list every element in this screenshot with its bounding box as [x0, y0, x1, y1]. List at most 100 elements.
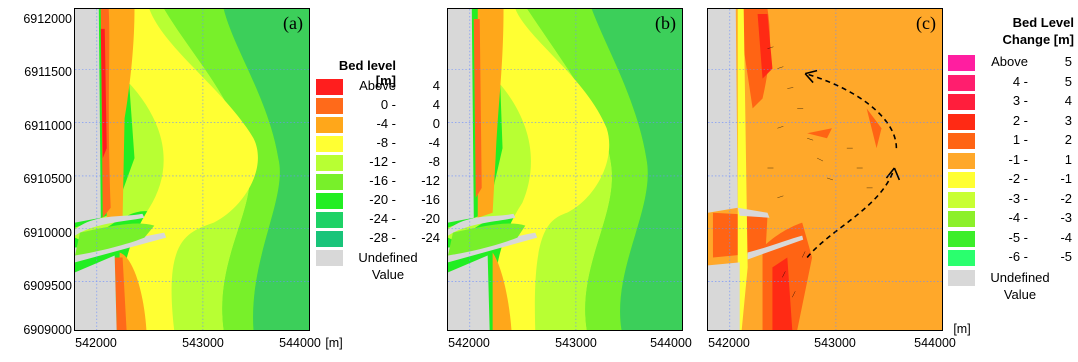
legend-swatch	[948, 250, 975, 266]
legend-row: 3 - 4	[948, 93, 1078, 111]
legend-swatch	[316, 193, 343, 209]
legend-range-low: -5 -	[1008, 229, 1029, 245]
legend-range-high: 3	[1064, 112, 1072, 128]
panel-label-c: (c)	[916, 13, 936, 33]
legend-row: -3 - -2	[948, 191, 1078, 209]
legend-range-high: -16	[421, 192, 440, 207]
legend-range-high: 0	[432, 116, 440, 131]
legend-range-low: Above	[359, 78, 396, 93]
legend-range-low: -8 -	[376, 135, 397, 150]
legend-row: -24 - -20	[316, 211, 456, 229]
legend-range-high: -3	[1060, 210, 1072, 225]
legend-swatch	[948, 152, 975, 169]
legend-row: -4 - 0	[316, 116, 456, 134]
y-tick-label: 6912000	[23, 12, 72, 26]
legend-swatch	[316, 231, 343, 247]
legend-row: -5 - -4	[948, 230, 1078, 248]
legend-row: Above 5	[948, 54, 1078, 72]
legend-row: -20 - -16	[316, 192, 456, 210]
legend-range-low: Above	[991, 54, 1028, 69]
legend-range-high: -1	[1060, 171, 1072, 186]
legend-row: -8 - -4	[316, 135, 456, 153]
x-tick-label: 543000	[814, 336, 856, 350]
bed-level-map-a: (a)	[74, 8, 310, 331]
bed-level-change-map-c: (c)	[707, 8, 943, 331]
legend-range-high: -5	[1060, 249, 1072, 264]
y-tick-label: 6911500	[24, 65, 72, 79]
legend-range-high: 1	[1064, 151, 1072, 167]
legend-range-low: 3 -	[1012, 93, 1028, 108]
legend-swatch	[948, 172, 975, 188]
legend-swatch	[316, 79, 343, 95]
legend-row: 0 - 4	[316, 97, 456, 115]
legend-range-high: 5	[1064, 54, 1072, 69]
legend-undefined-line2: Value	[1003, 286, 1037, 302]
x-unit-label-c: [m]	[953, 322, 971, 336]
bed-level-map-b: (b)	[447, 8, 683, 331]
legend-range-high: 5	[1064, 73, 1072, 89]
legend-undefined-label: Undefined Value	[980, 269, 1060, 303]
legend-range-high: 4	[1064, 93, 1072, 108]
y-tick-label: 6910000	[23, 226, 72, 240]
legend-change-title-line1: Bed Level	[1012, 15, 1074, 30]
legend-row: -28 - -24	[316, 230, 456, 248]
legend-swatch	[948, 55, 975, 71]
x-tick-label: 542000	[75, 336, 117, 350]
legend-row-undefined: Undefined Value	[948, 269, 1078, 302]
y-tick-label: 6911000	[24, 119, 72, 133]
legend-range-high: 4	[432, 97, 440, 112]
legend-range-low: 2 -	[1012, 112, 1028, 128]
legend-range-high: -24	[421, 230, 440, 245]
legend-swatch	[316, 117, 343, 133]
map-canvas-c	[708, 9, 942, 330]
legend-range-high: -2	[1060, 190, 1072, 206]
legend-swatch	[316, 136, 343, 152]
legend-swatch	[948, 269, 975, 286]
legend-range-low: -16 -	[369, 173, 396, 188]
legend-range-low: -24 -	[369, 211, 396, 226]
legend-range-low: 4 -	[1012, 73, 1028, 89]
x-tick-label: 543000	[182, 336, 224, 350]
legend-row: -1 - 1	[948, 152, 1078, 170]
legend-range-low: -2 -	[1008, 171, 1029, 186]
legend-row: -2 - -1	[948, 171, 1078, 189]
legend-change-title: Bed Level Change [m]	[964, 14, 1075, 48]
legend-range-high: -20	[421, 211, 440, 226]
legend-swatch	[948, 94, 975, 110]
legend-range-low: 1 -	[1012, 132, 1028, 147]
legend-undefined-line1: Undefined	[990, 269, 1050, 285]
legend-swatch	[316, 155, 343, 171]
x-unit-label: [m]	[325, 336, 343, 350]
legend-title: Bed level [m]	[338, 58, 396, 88]
bed-level-legend: Bed level [m] Above 4 0 - 4 -4 - 0 -8 - -4 -12 -…	[316, 58, 446, 308]
map-canvas-b	[448, 9, 682, 330]
legend-swatch	[948, 230, 975, 247]
legend-swatch	[316, 174, 343, 190]
x-tick-label: 542000	[448, 336, 490, 350]
legend-swatch	[948, 191, 975, 208]
legend-row: 1 - 2	[948, 132, 1078, 150]
legend-range-high: -4	[428, 135, 440, 150]
legend-undefined-line1: Undefined	[358, 250, 418, 265]
legend-swatch	[948, 113, 975, 130]
legend-range-low: -3 -	[1008, 190, 1029, 206]
legend-range-high: 4	[432, 78, 440, 93]
legend-row: -4 - -3	[948, 210, 1078, 228]
legend-swatch	[316, 212, 343, 228]
legend-range-low: -20 -	[369, 192, 396, 207]
panel-label-a: (a)	[283, 13, 303, 33]
legend-range-low: -4 -	[1008, 210, 1029, 225]
x-tick-label: 544000	[279, 336, 321, 350]
legend-swatch	[948, 74, 975, 91]
legend-range-high: 2	[1064, 132, 1072, 147]
legend-range-low: -4 -	[376, 116, 397, 131]
map-canvas-a	[75, 9, 309, 330]
legend-row: Above 4	[316, 78, 456, 96]
legend-row: 2 - 3	[948, 113, 1078, 131]
y-tick-label: 6909500	[23, 279, 72, 293]
legend-swatch	[948, 211, 975, 227]
legend-range-low: -12 -	[369, 154, 396, 169]
x-tick-label: 544000	[914, 336, 956, 350]
x-tick-label: 542000	[708, 336, 750, 350]
